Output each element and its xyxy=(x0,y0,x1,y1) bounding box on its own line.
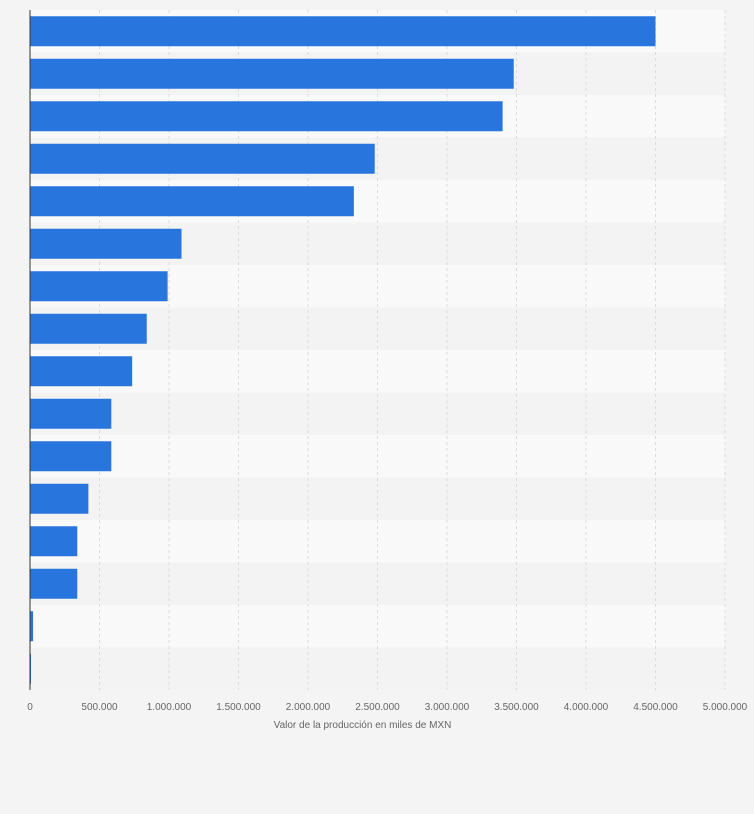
x-tick-label: 5.000.000 xyxy=(703,702,748,713)
x-tick-label: 0 xyxy=(27,702,33,713)
bar[interactable] xyxy=(30,58,514,89)
bar[interactable] xyxy=(30,356,133,387)
x-tick-label: 3.000.000 xyxy=(425,702,470,713)
bar[interactable] xyxy=(30,398,112,429)
bar[interactable] xyxy=(30,483,89,514)
x-tick-label: 2.500.000 xyxy=(355,702,400,713)
bar[interactable] xyxy=(30,611,34,642)
x-tick-label: 2.000.000 xyxy=(286,702,331,713)
bar[interactable] xyxy=(30,568,78,599)
bar[interactable] xyxy=(30,441,112,472)
bar[interactable] xyxy=(30,186,354,217)
x-tick-label: 1.000.000 xyxy=(147,702,192,713)
bars xyxy=(30,16,656,684)
grid-lines xyxy=(99,10,726,690)
bar[interactable] xyxy=(30,271,168,302)
x-tick-label: 3.500.000 xyxy=(494,702,539,713)
x-axis-label: Valor de la producción en miles de MXN xyxy=(274,720,452,731)
x-tick-label: 500.000 xyxy=(81,702,118,713)
x-tick-label: 4.000.000 xyxy=(564,702,609,713)
bar[interactable] xyxy=(30,16,656,47)
bar[interactable] xyxy=(30,101,503,132)
bar[interactable] xyxy=(30,143,375,174)
bar[interactable] xyxy=(30,313,147,344)
bar[interactable] xyxy=(30,228,182,259)
x-tick-label: 4.500.000 xyxy=(633,702,678,713)
x-axis-ticks: 0 500.000 1.000.000 1.500.000 2.000.000 2.500… xyxy=(27,702,747,713)
bar[interactable] xyxy=(30,526,78,557)
x-tick-label: 1.500.000 xyxy=(216,702,261,713)
